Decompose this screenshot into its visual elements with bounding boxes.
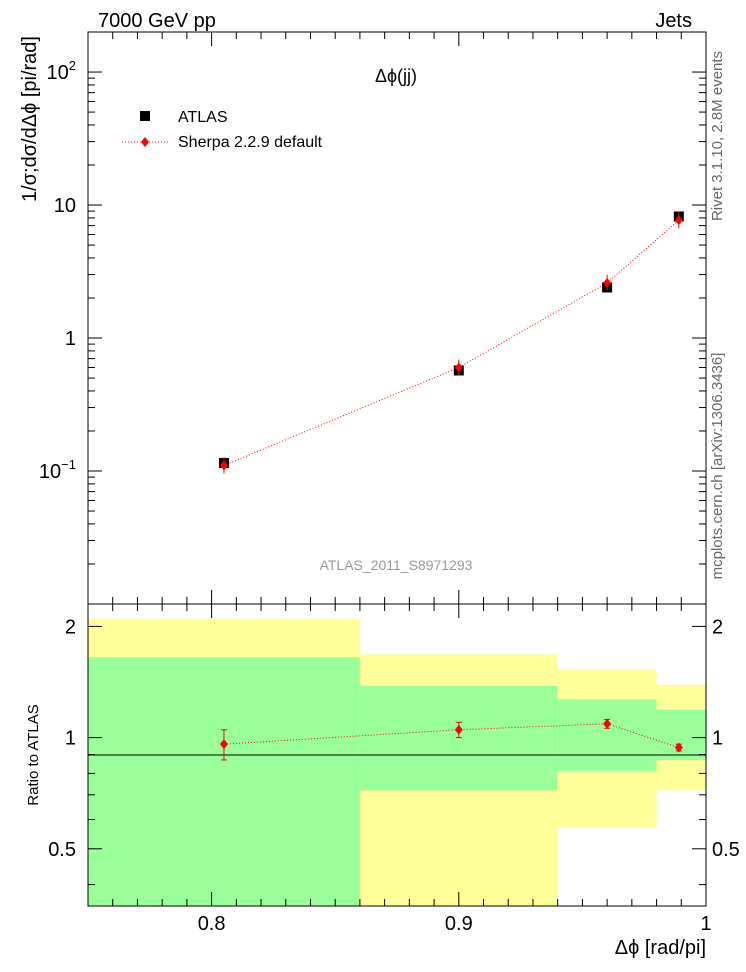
sherpa-data-point: [454, 362, 463, 373]
ratio-data-layer: [219, 718, 683, 761]
ratio-data-point: [603, 718, 612, 729]
main-data-layer: [218, 211, 684, 474]
legend-sherpa-marker: [141, 137, 149, 147]
ratio-band-green: [656, 709, 706, 760]
ratio-series-line: [223, 723, 679, 749]
main-y-axis-label: 1/σ;dσ/dΔϕ [pi/rad]: [19, 36, 41, 202]
y-tick-label: 10−1: [39, 457, 76, 483]
legend-atlas-label: ATLAS: [178, 109, 228, 126]
y-tick-label: 1: [65, 328, 76, 350]
ratio-data-point: [674, 742, 683, 753]
ratio-y-tick-label-right: 2: [712, 616, 723, 638]
y-tick-label: 10: [54, 195, 76, 217]
header-left-label: 7000 GeV pp: [98, 10, 216, 32]
legend: ATLAS Sherpa 2.2.9 default: [122, 109, 323, 151]
sherpa-series-line: [223, 219, 680, 466]
rivet-version-label: Rivet 3.1.10, 2.8M events: [709, 51, 726, 221]
ratio-y-tick-label-right: 1: [712, 728, 723, 750]
ratio-band-green: [88, 657, 360, 906]
analysis-watermark: ATLAS_2011_S8971293: [320, 557, 473, 573]
ratio-panel: 0.5 0.5 1 1 2 2 0.8 0.9 1 Ratio to ATLAS Δϕ [rad…: [25, 603, 740, 959]
ratio-y-tick-label-right: 0.5: [712, 839, 740, 861]
mcplots-source-label: mcplots.cern.ch [arXiv:1306.3436]: [709, 353, 726, 580]
sherpa-data-point: [674, 215, 683, 226]
ratio-data-point: [219, 739, 228, 750]
x-tick-label: 0.8: [198, 913, 226, 935]
ratio-axis-ticks: 0.5 0.5 1 1 2 2 0.8 0.9 1: [48, 604, 740, 935]
sherpa-data-point: [603, 277, 612, 288]
ratio-y-tick-label: 2: [65, 616, 76, 638]
main-panel: 10−1 1 10 102 Δϕ(jj) 1/σ;dσ/dΔϕ [pi/rad] AT…: [19, 31, 707, 605]
ratio-data-point: [454, 724, 463, 735]
y-tick-label: 102: [47, 58, 76, 84]
ratio-y-tick-label: 0.5: [48, 839, 76, 861]
ratio-uncertainty-bands: [88, 618, 706, 906]
header-right-label: Jets: [655, 10, 692, 32]
x-tick-label: 1: [700, 913, 711, 935]
ratio-y-axis-label: Ratio to ATLAS: [25, 704, 42, 805]
ratio-y-tick-label: 1: [65, 728, 76, 750]
ratio-band-green: [359, 685, 558, 791]
ratio-band-green: [557, 699, 657, 772]
sherpa-data-point: [219, 460, 228, 471]
main-axis-ticks: 10−1 1 10 102: [39, 31, 707, 605]
x-axis-label: Δϕ [rad/pi]: [615, 937, 706, 959]
legend-sherpa-label: Sherpa 2.2.9 default: [178, 134, 323, 151]
main-panel-title: Δϕ(jj): [375, 66, 417, 86]
legend-atlas-marker: [140, 111, 150, 121]
x-tick-label: 0.9: [445, 913, 473, 935]
